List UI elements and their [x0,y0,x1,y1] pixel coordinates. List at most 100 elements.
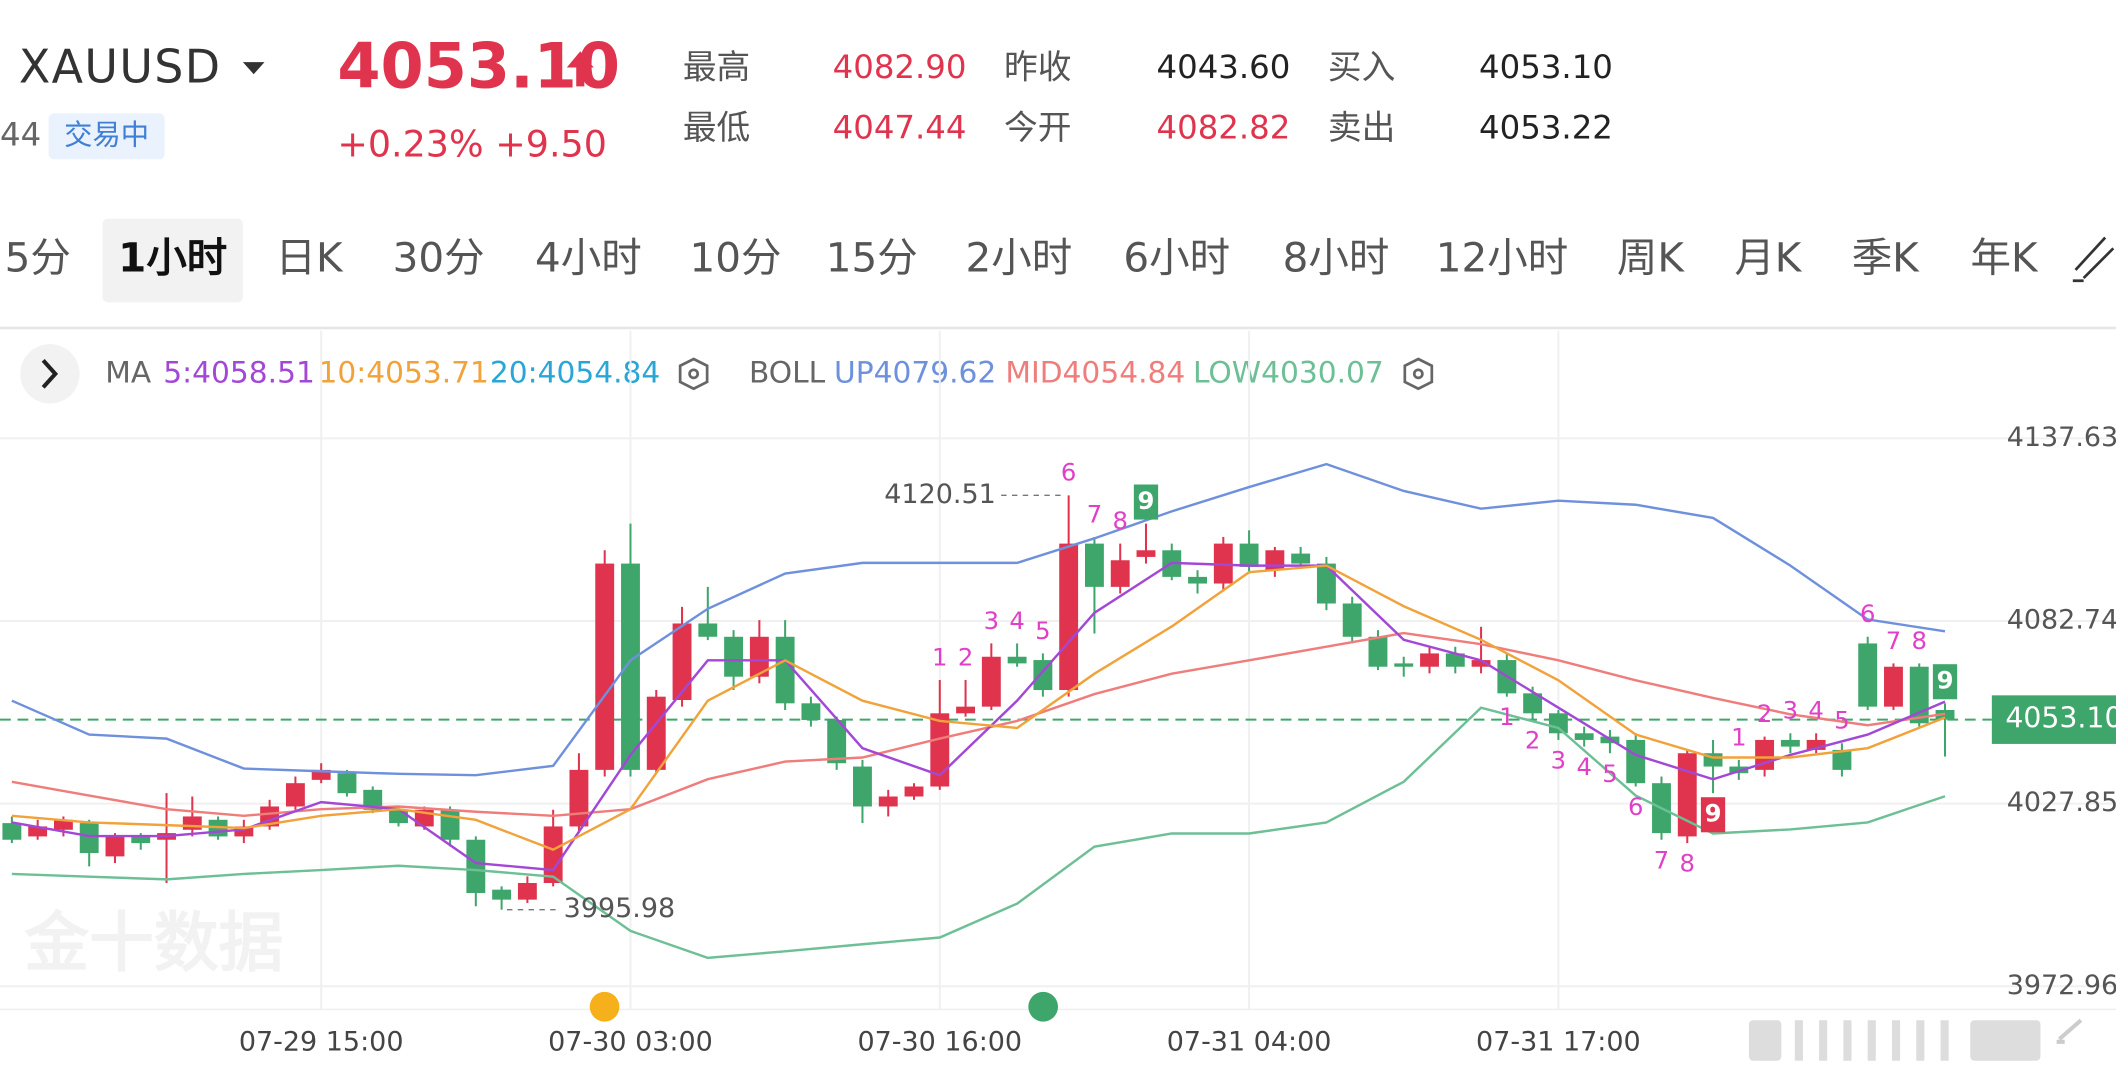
td-box [1133,484,1159,520]
candle-body [1059,543,1079,691]
candle-body [131,836,151,844]
td-label: 4 [1009,606,1024,635]
watermark: 金十数据 [23,906,283,981]
pen-icon[interactable] [2056,1018,2083,1044]
dropdown-caret[interactable] [242,62,265,75]
candle-body [1445,653,1465,667]
candle-body [853,766,872,807]
settings-icon[interactable] [678,357,709,391]
td-label: 1 [932,642,947,671]
stat-value: 4053.10 [1479,48,1613,86]
indicator-line [11,561,1946,872]
period-tab[interactable]: 6小时 [1123,233,1230,281]
candle-body [1007,656,1027,664]
period-tab[interactable]: 年K [1970,233,2038,281]
indicator-line [11,706,1946,960]
zoom-icon[interactable] [1748,1020,2041,1061]
candle-body [182,816,202,830]
period-tab[interactable]: 10分 [689,233,781,281]
candle-body [1136,550,1156,557]
td-label: 5 [1602,759,1617,788]
stats: 最高 4082.90 昨收 4043.60 买入 4053.10 最低 4047.44 今开 40… [683,47,1613,147]
symbol[interactable]: XAUUSD [19,40,222,94]
td-label: 7 [1087,499,1102,528]
period-tab[interactable]: 月K [1734,233,1802,281]
candle-body [1110,560,1130,587]
candle-body [878,796,898,807]
stat-label: 最高 [683,47,750,86]
period-tab[interactable]: 周K [1617,233,1685,281]
candle-body [53,819,73,830]
td-box [1700,797,1726,833]
td-label: 4 [1808,696,1823,725]
period-tab[interactable]: 日K [276,233,344,281]
candle-body [337,773,357,794]
candle-body [105,836,125,857]
legend-entry: 5:4058.51 [163,354,315,389]
candle-body [517,883,537,900]
period-tab[interactable]: 季K [1852,233,1920,281]
period-tab[interactable]: 2小时 [966,233,1073,281]
candle-body [1420,653,1439,667]
candle-body [569,769,589,827]
event-marker[interactable] [589,991,620,1022]
candle-body [1548,713,1568,734]
candle-body [904,786,924,797]
expand-button[interactable] [20,344,80,404]
td-label: 7 [1654,845,1669,874]
stat-label: 最低 [683,108,750,147]
last-price-box [1991,695,2116,744]
candle-body [646,696,666,770]
indicator-legend: MA 5:4058.51 10:4053.71 20:4054.84 BOLL UP407… [105,354,1434,391]
candle-body [79,823,99,854]
td-label: 3 [984,606,999,635]
event-marker[interactable] [1028,991,1058,1022]
stat-label: 买入 [1328,47,1395,86]
td-label: 6 [1628,792,1643,821]
candle-body [1806,739,1826,750]
candle-body [1574,733,1594,740]
status: 交易中 [64,118,149,151]
candle-body [595,563,615,770]
x-tick-label: 07-31 17:00 [1476,1027,1641,1058]
candle-body [389,809,408,824]
up-arrow [566,51,594,87]
candle-body [28,826,48,837]
x-tick-label: 07-29 15:00 [239,1027,404,1058]
td-label: 8 [1912,626,1927,655]
min-label: 3995.98 [564,893,676,924]
period-tab[interactable]: 15分 [826,233,918,281]
period-tab[interactable]: 5分 [5,233,71,281]
change: +9.50 [495,122,607,165]
candle-body [775,636,795,704]
draw-tool-icon[interactable] [2072,236,2115,283]
candle-body [749,636,769,677]
period-tab[interactable]: 30分 [393,233,485,281]
td-label: 3 [1551,746,1566,775]
expand-icon[interactable] [41,358,59,389]
candle-body [466,839,486,893]
candle-body [801,703,821,720]
stat-label: 今开 [1004,108,1071,147]
candle-body [1471,660,1491,667]
candle-body [1084,543,1104,587]
legend-entry: LOW4030.07 [1193,354,1384,389]
code-fragment: 44 [0,115,41,153]
symbol-selector[interactable]: XAUUSD [19,40,265,94]
legend-group-label: MA [105,354,152,389]
td-label: 6 [1860,599,1875,628]
period-tab[interactable]: 12小时 [1436,233,1568,281]
candle-body [981,656,1001,707]
candle-body [956,706,976,714]
td-label: 7 [1886,626,1901,655]
period-tab[interactable]: 8小时 [1283,233,1390,281]
settings-icon[interactable] [1403,357,1434,391]
candle-body [1368,636,1388,667]
candle-body [1188,576,1207,584]
td-label: 2 [1757,699,1772,728]
legend-entry: UP4079.62 [834,354,996,389]
period-tab[interactable]: 4小时 [535,233,642,281]
period-tab[interactable]: 1小时 [118,233,227,281]
